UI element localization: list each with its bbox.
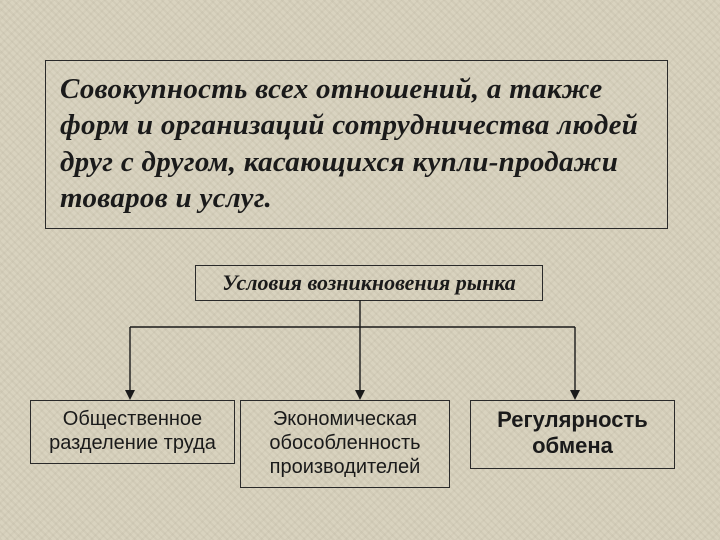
branch-box-3: Регулярность обмена <box>470 400 675 469</box>
branch-text-3: Регулярность обмена <box>479 407 666 460</box>
definition-box: Совокупность всех отношений, а также фор… <box>45 60 668 229</box>
conditions-title-box: Условия возникновения рынка <box>195 265 543 301</box>
conditions-title-text: Условия возникновения рынка <box>204 270 534 296</box>
branch-text-1: Общественное разделение труда <box>39 407 226 455</box>
branch-box-2: Экономическая обособленность производите… <box>240 400 450 488</box>
branch-text-2: Экономическая обособленность производите… <box>249 407 441 479</box>
definition-text: Совокупность всех отношений, а также фор… <box>60 71 653 216</box>
branch-box-1: Общественное разделение труда <box>30 400 235 464</box>
